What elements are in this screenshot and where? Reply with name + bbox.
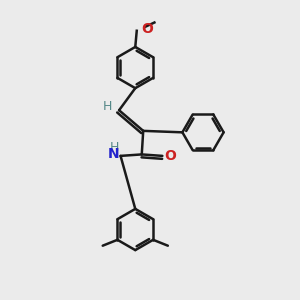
Text: H: H xyxy=(110,141,119,154)
Text: O: O xyxy=(165,149,177,163)
Text: H: H xyxy=(103,100,112,113)
Text: N: N xyxy=(107,147,119,161)
Text: O: O xyxy=(141,22,153,36)
